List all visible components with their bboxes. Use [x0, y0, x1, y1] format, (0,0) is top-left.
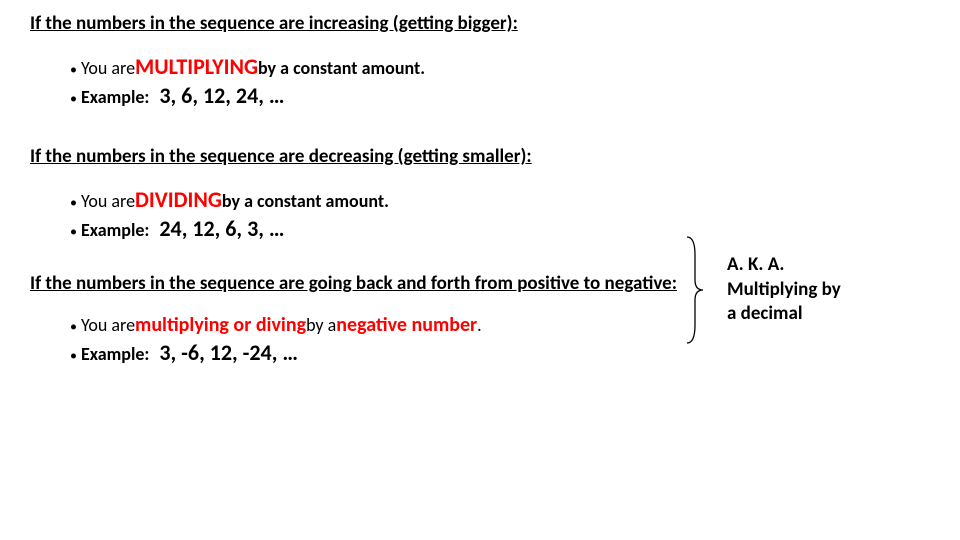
text-pre: You are	[81, 57, 135, 79]
example-sequence: 24, 12, 6, 3, …	[159, 215, 284, 242]
bullet-example-1: • Example: 3, 6, 12, 24, …	[70, 82, 930, 109]
text-pre: You are	[81, 314, 135, 336]
example-label: Example:	[81, 219, 149, 241]
bullets-decreasing: • You are DIVIDING by a constant amount.…	[70, 186, 930, 242]
bullet-dot: •	[70, 61, 77, 78]
text-post: .	[477, 314, 482, 336]
bullet-dot: •	[70, 318, 77, 335]
heading-increasing: If the numbers in the sequence are incre…	[30, 12, 930, 35]
bullet-dot: •	[70, 223, 77, 240]
keyword-multiplying: MULTIPLYING	[135, 53, 258, 80]
annotation-line1: A. K. A.	[727, 253, 841, 278]
annotation-text: A. K. A. Multiplying by a decimal	[727, 253, 841, 327]
heading-decreasing: If the numbers in the sequence are decre…	[30, 145, 930, 168]
example-sequence: 3, -6, 12, -24, …	[159, 339, 298, 366]
brace-icon	[685, 235, 705, 345]
text-post: by a constant amount.	[222, 190, 389, 212]
bullets-increasing: • You are MULTIPLYING by a constant amou…	[70, 53, 930, 109]
example-label: Example:	[81, 86, 149, 108]
bullet-dividing: • You are DIVIDING by a constant amount.	[70, 186, 930, 213]
text-pre: You are	[81, 190, 135, 212]
annotation-line3: a decimal	[727, 302, 841, 327]
section-increasing: If the numbers in the sequence are incre…	[30, 12, 930, 109]
bracket-annotation: A. K. A. Multiplying by a decimal	[685, 235, 841, 345]
example-sequence: 3, 6, 12, 24, …	[159, 82, 284, 109]
bullet-dot: •	[70, 194, 77, 211]
keyword-negative: negative number	[336, 313, 477, 337]
text-mid: by a	[306, 314, 336, 336]
section-decreasing: If the numbers in the sequence are decre…	[30, 145, 930, 242]
bullet-dot: •	[70, 347, 77, 364]
text-post: by a constant amount.	[258, 57, 425, 79]
bullet-dot: •	[70, 90, 77, 107]
example-label: Example:	[81, 343, 149, 365]
keyword-dividing: DIVIDING	[135, 186, 222, 213]
bullet-multiplying: • You are MULTIPLYING by a constant amou…	[70, 53, 930, 80]
annotation-line2: Multiplying by	[727, 278, 841, 303]
keyword-mult-div: multiplying or diving	[135, 313, 306, 337]
